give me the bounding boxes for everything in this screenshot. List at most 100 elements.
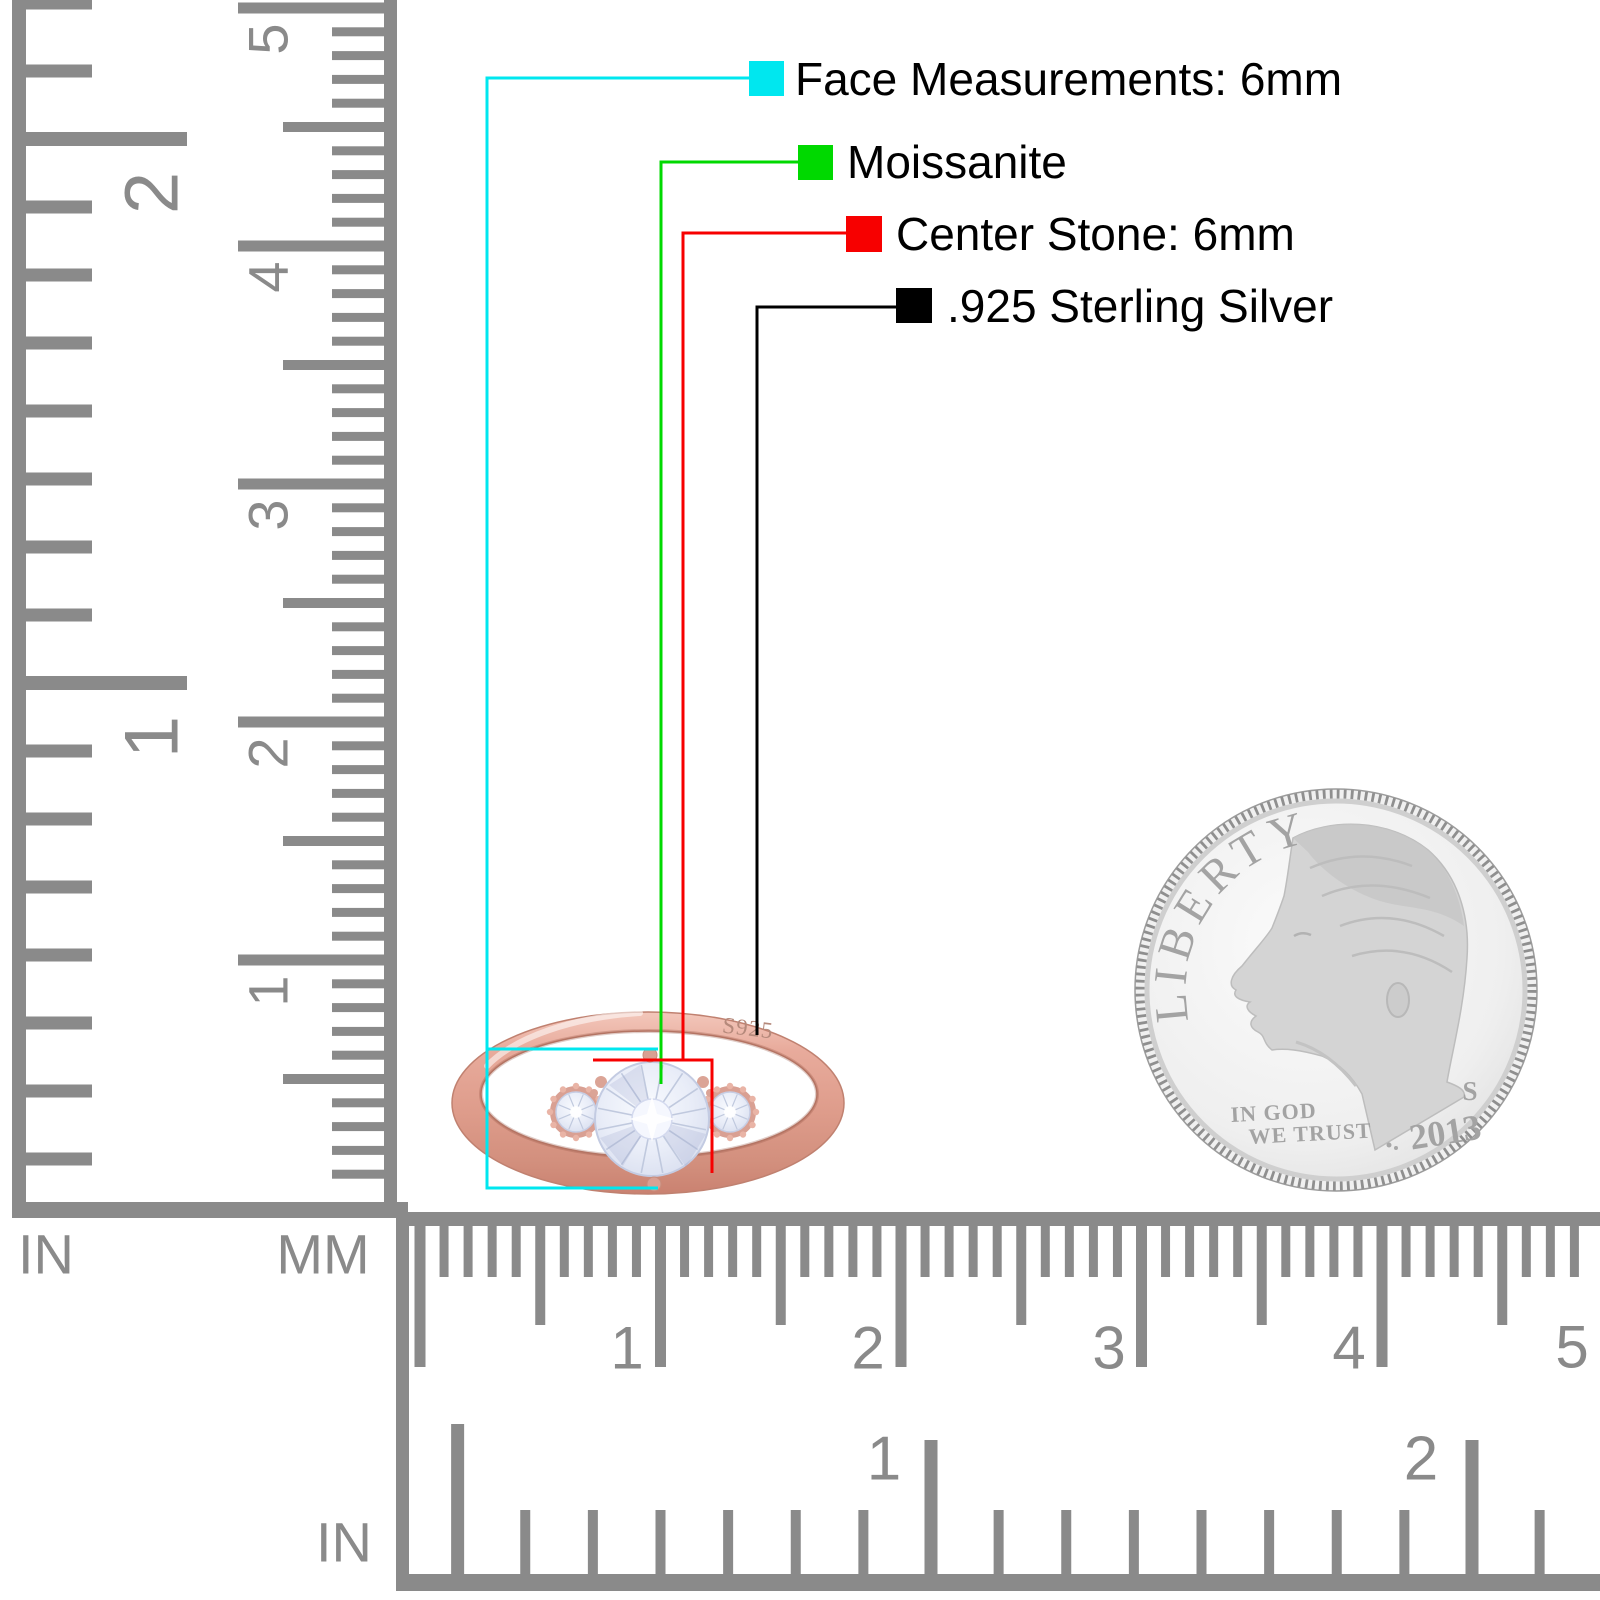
ruler-tick	[1185, 1226, 1195, 1277]
bottom-inch-ruler: 1 2 IN	[316, 1424, 1600, 1591]
ruler-tick	[944, 1226, 954, 1277]
ruler-tick	[26, 608, 92, 622]
milgrain-dot	[559, 1086, 567, 1093]
ruler-tick	[655, 1510, 666, 1574]
facet-ray	[659, 1130, 684, 1166]
milgrain-dot	[559, 1131, 567, 1138]
milgrain-dot	[739, 1131, 747, 1138]
ruler-tick	[655, 1226, 666, 1367]
ruler-tick	[26, 948, 92, 962]
ruler-tick	[487, 1226, 497, 1277]
bottom-inch-unit-label: IN	[316, 1511, 372, 1574]
ruler-tick	[1305, 1226, 1315, 1277]
ruler-tick	[26, 336, 92, 350]
ruler-tick	[332, 408, 384, 418]
left-mm-number-3: 3	[237, 499, 300, 530]
ruler-tick	[1264, 1510, 1275, 1574]
milgrain-dot	[726, 1082, 734, 1090]
ruler-tick	[924, 1440, 938, 1574]
ruler-tick	[332, 979, 384, 989]
facet-ray	[568, 1094, 575, 1108]
ruler-tick	[26, 540, 92, 554]
ruler-tick	[704, 1226, 714, 1277]
roosevelt-eye	[1293, 932, 1312, 938]
left-inch-ruler: 2 1	[12, 0, 408, 1218]
ruler-tick	[26, 64, 92, 78]
ruler-tick	[920, 1226, 930, 1277]
ruler-tick	[26, 676, 187, 690]
ruler-tick	[1061, 1510, 1072, 1574]
ruler-tick	[26, 404, 92, 418]
coin-motto-line1: IN GOD	[1230, 1098, 1317, 1127]
ruler-tick	[332, 265, 384, 275]
facet-ray	[577, 1094, 584, 1108]
ruler-tick	[1401, 1226, 1411, 1277]
facet-ray	[558, 1104, 572, 1111]
ruler-tick	[1473, 1226, 1483, 1277]
callout-face-line	[485, 76, 749, 1190]
facet-ray	[734, 1104, 748, 1111]
roosevelt-jaw-shade	[1295, 1040, 1358, 1087]
ruler-tick	[1128, 1510, 1139, 1574]
callout-center-stone: Center Stone: 6mm	[593, 208, 1295, 1173]
ruler-tick	[1497, 1226, 1508, 1325]
bottom-mm-ruler-bar	[396, 1212, 1600, 1226]
ruler-tick	[1196, 1510, 1207, 1574]
legend-label-face: Face Measurements: 6mm	[795, 53, 1342, 105]
ruler-tick	[511, 1226, 521, 1277]
left-mm-number-2: 2	[237, 737, 300, 768]
ruler-tick	[332, 1145, 384, 1155]
milgrain-dot	[749, 1095, 756, 1103]
facet-ray	[620, 1130, 645, 1166]
ruler-tick	[283, 122, 384, 132]
ruler-tick	[1136, 1226, 1147, 1367]
ruler-tick	[26, 812, 92, 826]
ruler-tick	[332, 74, 384, 84]
ruler-tick	[1088, 1226, 1098, 1277]
ruler-tick	[332, 693, 384, 703]
ruler-tick	[26, 880, 92, 894]
bottom-mm-number-2: 2	[851, 1315, 884, 1382]
ruler-tick	[332, 217, 384, 227]
ruler-tick	[238, 716, 384, 728]
ruler-tick	[332, 765, 384, 775]
legend-label-moissanite: Moissanite	[847, 136, 1067, 188]
ruler-tick	[520, 1510, 531, 1574]
left-inch-number-2: 2	[110, 172, 195, 214]
left-inch-ruler-spine	[12, 0, 26, 1202]
facet-ray	[605, 1126, 641, 1151]
facet-ray	[665, 1120, 707, 1131]
ruler-tick	[26, 0, 92, 10]
ruler-tick	[332, 527, 384, 537]
ruler-tick	[858, 1510, 869, 1574]
ring-band-highlight	[484, 1010, 643, 1069]
ruler-tick	[1353, 1226, 1363, 1277]
ruler-tick	[283, 836, 384, 846]
side-stone-left	[546, 1082, 606, 1142]
ruler-tick	[332, 170, 384, 180]
facet-ray	[577, 1116, 584, 1130]
ruler-tick	[800, 1226, 810, 1277]
ruler-tick	[332, 312, 384, 322]
ruler-tick	[1256, 1226, 1267, 1325]
callout-sterling-silver: .925 Sterling Silver	[755, 280, 1333, 1035]
ruler-tick	[332, 455, 384, 465]
ruler-tick	[238, 478, 384, 490]
ruler-tick	[332, 574, 384, 584]
ruler-tick	[463, 1226, 473, 1277]
ruler-tick	[26, 1084, 92, 1098]
bottom-inch-number-2: 2	[1404, 1425, 1438, 1494]
facet-ray	[712, 1113, 726, 1120]
ruler-tick	[283, 360, 384, 370]
roosevelt-hair	[1293, 824, 1464, 926]
callout-moissanite-line	[659, 160, 798, 1084]
left-mm-unit-label: MM	[276, 1223, 369, 1286]
ruler-tick	[587, 1510, 598, 1574]
legend-swatch-sterling	[896, 288, 932, 323]
ruler-tick	[332, 931, 384, 941]
milgrain-dot	[546, 1108, 554, 1116]
facet-ray	[605, 1087, 641, 1112]
ruler-tick	[26, 1016, 92, 1030]
ruler-tick	[1016, 1226, 1027, 1325]
